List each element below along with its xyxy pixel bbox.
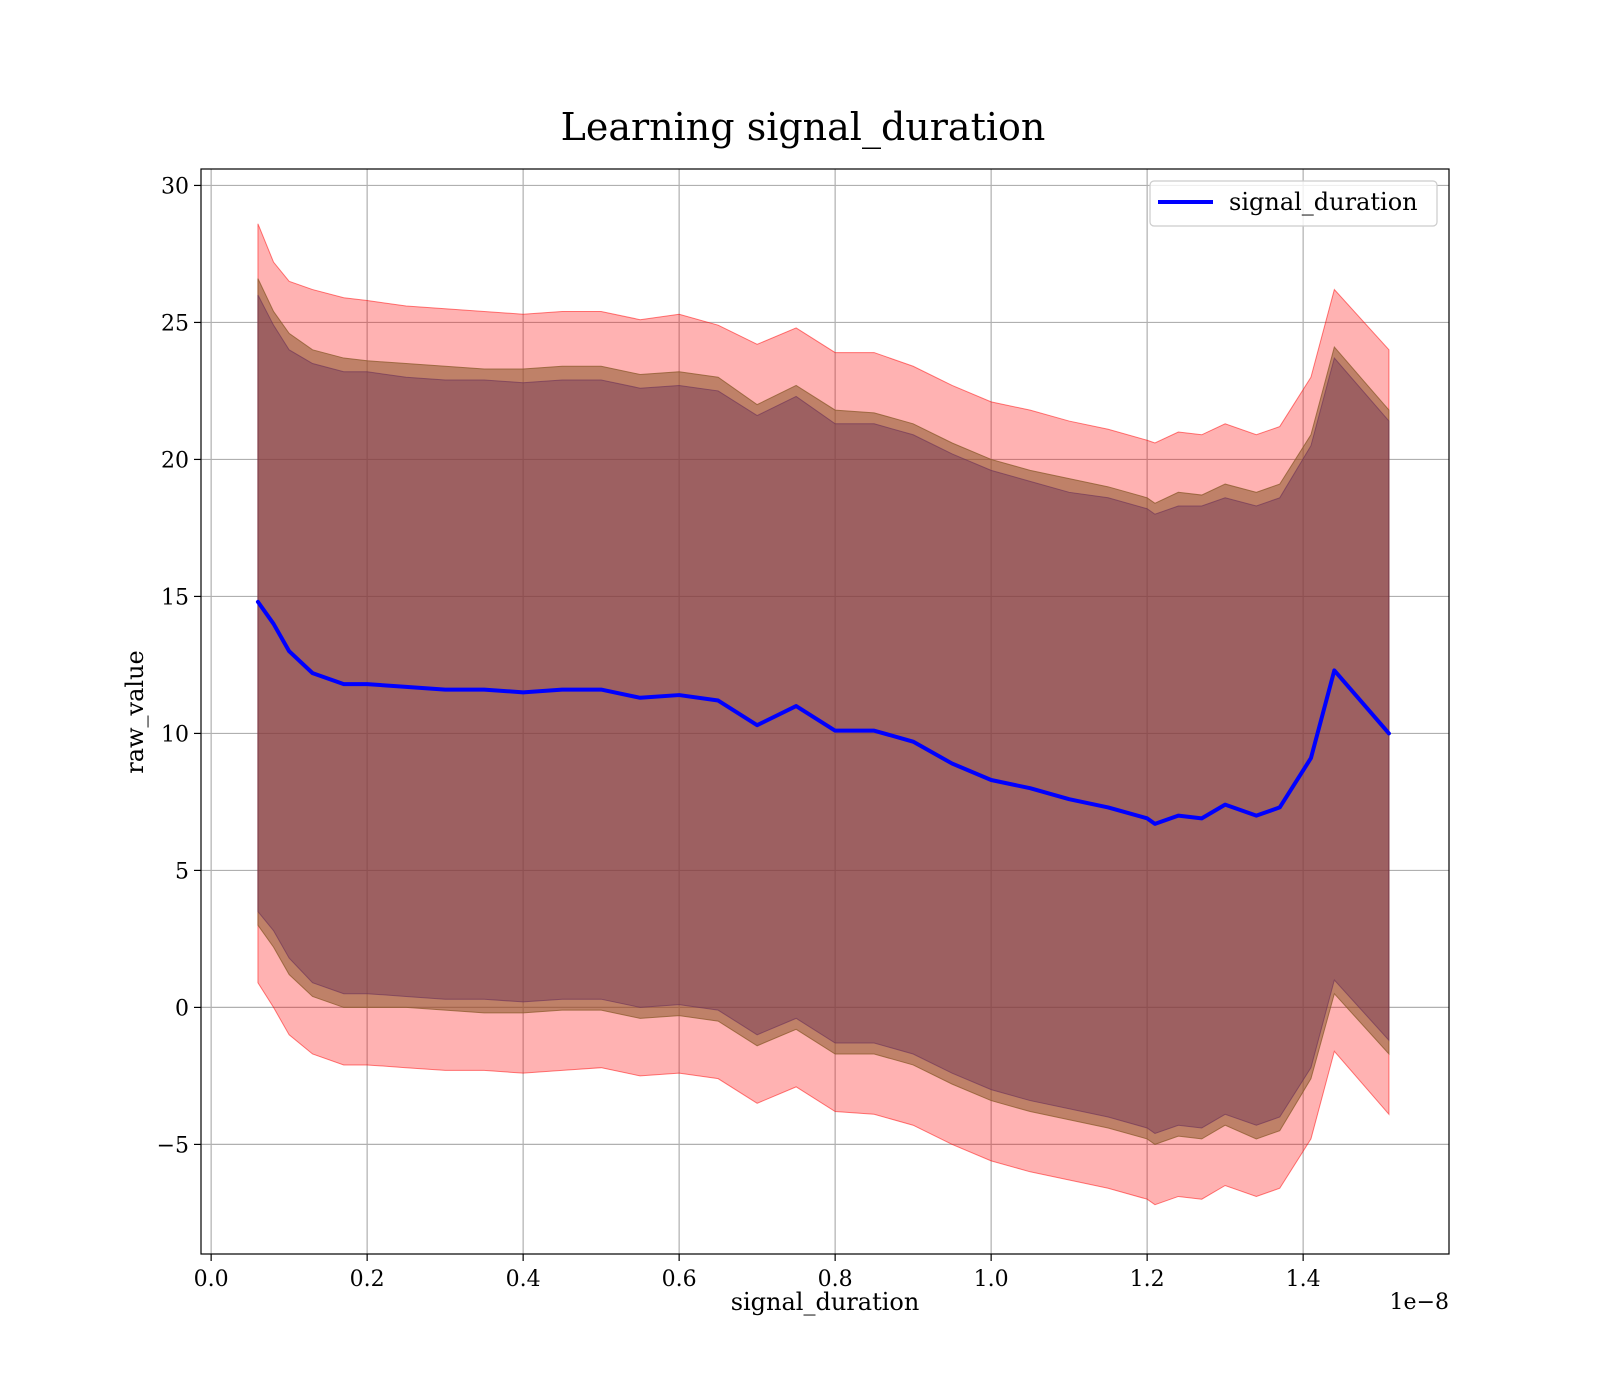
confidence-band-2 [257, 278, 1390, 1145]
legend-box [1149, 180, 1438, 227]
x-tick-label: 0.8 [818, 1267, 853, 1292]
series-line-signal_duration [255, 599, 1391, 826]
y-tick-label: 5 [175, 859, 189, 884]
axis-ticks: 0.0 0.2 0.4 0.6 0.8 1.0 1.2 1.4 −5 0 5 10 15 20 25 30 [157, 174, 1321, 1292]
plot-frame [200, 168, 1450, 1255]
x-tick-label: 0.0 [194, 1267, 229, 1292]
chart-title: Learning signal_duration [561, 105, 1046, 150]
x-tick-label: 0.2 [350, 1267, 385, 1292]
confidence-band-3 [257, 294, 1390, 1134]
series-lines [255, 599, 1391, 826]
x-tick-label: 0.6 [662, 1267, 697, 1292]
y-tick-label: 30 [161, 174, 189, 199]
y-tick-label: −5 [157, 1133, 189, 1158]
x-tick-label: 1.4 [1286, 1267, 1321, 1292]
x-tick-label: 1.0 [974, 1267, 1009, 1292]
y-tick-label: 0 [175, 996, 189, 1021]
y-tick-label: 25 [161, 311, 189, 336]
x-axis-label: signal_duration [731, 1288, 920, 1316]
y-tick-label: 10 [161, 722, 189, 747]
x-tick-label: 0.4 [506, 1267, 541, 1292]
x-axis-offset-label: 1e−8 [1390, 1290, 1449, 1315]
x-tick-label: 1.2 [1130, 1267, 1165, 1292]
y-tick-label: 15 [161, 585, 189, 610]
legend: signal_duration [1149, 180, 1438, 227]
y-axis-label: raw_value [121, 650, 149, 774]
confidence-bands [257, 223, 1390, 1206]
legend-label: signal_duration [1229, 188, 1418, 216]
y-tick-label: 20 [161, 448, 189, 473]
